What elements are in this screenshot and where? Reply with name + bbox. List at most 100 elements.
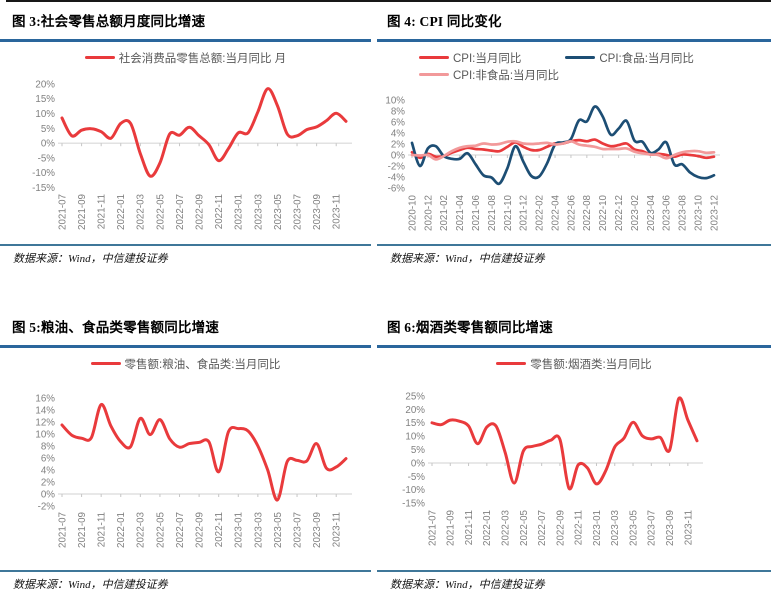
y-tick-label: 0% [41,489,55,500]
x-tick-label: 2023-07 [292,512,303,548]
x-tick-label: 2023-09 [312,512,323,548]
x-tick-label: 2023-01 [234,512,245,548]
x-tick-label: 2022-07 [537,510,548,546]
figure-4-chart: 10% 8% 6% 4% 2% 0% -2% -4% -6% 2020-10 2020-12 2021… [377,83,771,248]
x-tick-label: 2023-07 [647,510,658,546]
data-source-note: 数据来源：Wind，中信建投证券 [13,253,168,265]
legend-item: 社会消费品零售总额:当月同比 月 [84,50,286,66]
source-divider [0,244,371,246]
y-tick-label: -6% [388,183,406,194]
figure-panel-5: 图 5:粮油、食品类零售额同比增速 零售额:粮油、食品类:当月同比 16% 14%… [0,308,371,600]
y-tick-label: -10% [402,485,425,496]
y-tick-label: -2% [388,161,406,172]
figure-6-legend: 零售额:烟酒类:当月同比 [377,355,771,372]
legend-row: 零售额:粮油、食品类:当月同比 [0,355,371,372]
chart-svg-fig6: 25% 20% 15% 10% 5% 0% -5% -10% -15%2021-07 2021-0… [402,391,703,546]
x-tick-label: 2023-05 [273,193,284,230]
x-tick-label: 2023-01 [234,194,245,230]
x-tick-label: 2022-04 [551,194,562,231]
x-tick-label: 2023-07 [292,194,303,230]
x-tick-label: 2022-01 [116,194,127,230]
figure-panel-3: 图 3:社会零售总额月度同比增速 社会消费品零售总额:当月同比 月 20% 15%… [0,2,371,270]
chart-svg-fig3: 20% 15% 10% 5% 0% -5% -10% -15%2021-07 2021-09 20… [32,79,352,230]
figure-4-legend: CPI:当月同比 CPI:食品:当月同比 CPI:非食品:当月同比 [377,49,771,83]
legend-item: CPI:食品:当月同比 [565,50,694,66]
y-tick-label: 0% [411,458,425,469]
y-tick-label: 10% [385,95,405,106]
figure-3-legend: 社会消费品零售总额:当月同比 月 [0,49,371,66]
data-source-note: 数据来源：Wind，中信建投证券 [390,579,545,591]
x-tick-label: 2022-11 [214,512,225,547]
figure-5-chart: 16% 14% 12% 10% 8% 6% 4% 2% 0% -2% 2021-07 2021-09 2… [0,374,371,569]
y-tick-label: 5% [41,124,55,135]
x-tick-label: 2022-12 [614,195,625,231]
x-tick-label: 2022-02 [535,195,546,231]
y-tick-label: -2% [38,501,56,512]
legend-item: CPI:当月同比 [419,50,521,66]
title-rule [377,39,771,42]
y-tick-label: 2% [391,139,405,150]
title-rule [0,39,371,42]
y-tick-label: -15% [402,499,425,510]
legend-line-swatch [419,55,449,60]
series-line-fig5 [60,403,348,502]
legend-item: 零售额:粮油、食品类:当月同比 [90,356,281,372]
chart-svg-fig4: 10%8%6%4%2%0%-2%-4%-6%2020-10 2020-12 2021… [385,95,720,231]
series-line-fig6 [430,396,699,491]
figure-5-title: 图 5:粮油、食品类零售额同比增速 [12,320,220,335]
x-tick-label: 2023-10 [694,194,705,231]
series-line-fig3 [60,87,348,178]
y-tick-label: 10% [405,432,425,443]
x-tick-label: 2021-11 [97,194,108,229]
page-top-border [6,0,771,2]
x-tick-label: 2022-01 [482,510,493,546]
y-tick-label: 20% [35,79,55,90]
y-tick-label: 2% [41,477,55,488]
x-tick-label: 2022-08 [582,194,593,231]
y-tick-label: 0% [41,139,55,150]
figure-6-chart: 25% 20% 15% 10% 5% 0% -5% -10% -15% 2021-07 2021-0… [377,374,771,569]
legend-label: 零售额:粮油、食品类:当月同比 [124,358,281,371]
y-tick-label: 16% [35,393,55,404]
y-tick-label: 4% [391,128,405,139]
series-line-fig4 [410,139,716,161]
y-tick-label: 8% [41,441,55,452]
y-tick-label: 10% [35,109,55,120]
x-tick-label: 2022-05 [155,511,166,548]
x-tick-label: 2022-07 [175,512,186,548]
y-tick-label: 15% [405,418,425,429]
x-tick-label: 2021-12 [519,195,530,231]
x-tick-label: 2021-07 [57,512,68,548]
y-tick-label: 15% [35,94,55,105]
x-tick-label: 2023-03 [253,193,264,230]
y-tick-label: 20% [405,405,425,416]
figure-3-chart: 20% 15% 10% 5% 0% -5% -10% -15% 2021-07 2021-09 20… [0,68,371,251]
x-tick-label: 2021-11 [464,510,475,545]
x-tick-label: 2022-03 [136,193,147,230]
y-tick-label: 0% [391,150,405,161]
series-line-fig4 [410,105,716,186]
legend-line-swatch [419,72,449,77]
x-tick-label: 2023-09 [312,194,323,230]
title-rule [0,345,371,348]
legend-line-swatch [496,361,527,366]
x-tick-label: 2021-06 [471,194,482,231]
x-tick-label: 2023-09 [665,510,676,546]
x-tick-label: 2021-08 [487,194,498,231]
x-tick-label: 2023-01 [592,510,603,546]
data-source-note: 数据来源：Wind，中信建投证券 [390,253,545,265]
x-tick-label: 2023-05 [628,509,639,546]
x-tick-label: 2023-06 [662,194,673,231]
y-tick-label: 6% [391,117,405,128]
x-tick-label: 2021-11 [97,512,108,547]
x-tick-label: 2023-11 [683,510,694,545]
source-divider [377,244,771,246]
y-tick-label: 8% [391,106,405,117]
x-tick-label: 2023-05 [273,511,284,548]
legend-label: CPI:食品:当月同比 [599,52,694,65]
x-tick-label: 2021-04 [455,194,466,231]
x-tick-label: 2021-10 [503,194,514,231]
x-tick-label: 2021-07 [57,194,68,230]
y-tick-label: -5% [408,472,426,483]
y-tick-label: 6% [41,453,55,464]
